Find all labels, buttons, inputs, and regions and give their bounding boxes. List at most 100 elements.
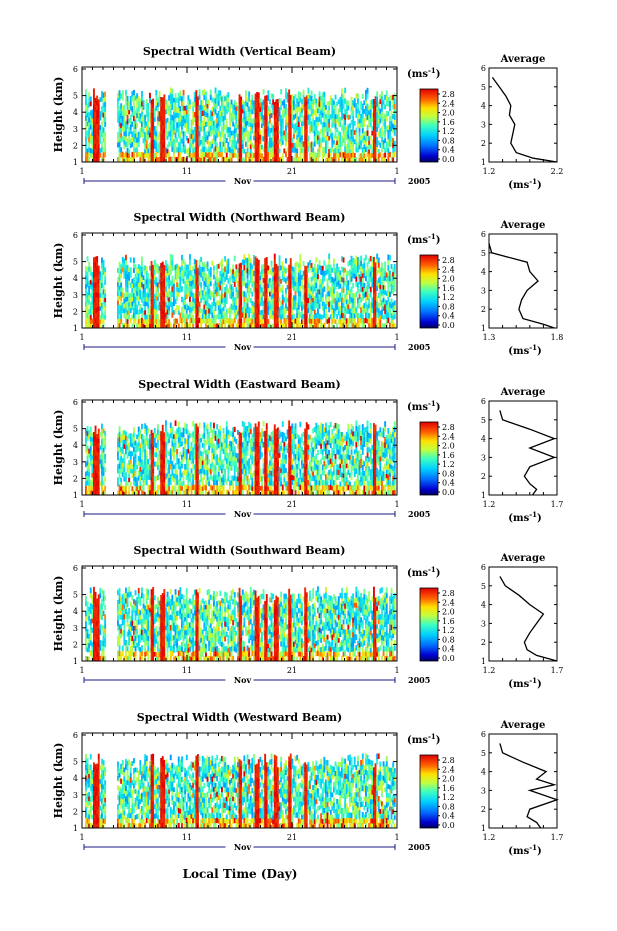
heatmap-cell [173, 111, 175, 117]
heatmap-cell [355, 255, 358, 261]
heatmap-cell [235, 140, 238, 146]
heatmap-cell [229, 289, 231, 294]
heatmap-cell [136, 434, 139, 440]
heatmap-cell [326, 264, 329, 270]
heatmap-cell [86, 312, 89, 318]
heatmap-cell [187, 282, 190, 288]
heatmap-cell [257, 323, 260, 329]
heatmap-cell [211, 291, 214, 298]
heatmap-cell [141, 444, 143, 450]
heatmap-cell [205, 277, 207, 283]
heatmap-cell [125, 151, 127, 158]
heatmap-cell [321, 270, 324, 275]
heatmap-cell [150, 308, 153, 314]
heatmap-cell [355, 137, 358, 143]
heatmap-cell [213, 102, 215, 108]
heatmap-cell [307, 114, 310, 120]
heatmap-cell [153, 108, 156, 113]
heatmap-cell [174, 137, 177, 143]
heatmap-cell [173, 279, 175, 284]
heatmap-cell [211, 106, 214, 112]
heatmap-cell [267, 265, 270, 271]
heatmap-cell [257, 142, 260, 148]
heatmap-cell [310, 309, 313, 315]
heatmap-cell [137, 111, 140, 117]
heatmap-cell [309, 289, 311, 295]
heatmap-cell [251, 318, 254, 324]
heatmap-cell [86, 322, 89, 329]
heatmap-cell [281, 113, 284, 119]
heatmap-cell [337, 144, 340, 149]
heatmap-cell [117, 468, 119, 474]
heatmap-cell [371, 317, 374, 324]
heatmap-cell [89, 284, 92, 289]
y-tick-label: 5 [73, 92, 78, 101]
heatmap-cell [273, 136, 276, 141]
heatmap-cell [285, 318, 287, 324]
heatmap-cell [145, 130, 148, 136]
heatmap-cell [85, 110, 87, 116]
heatmap-cell [237, 272, 239, 278]
heatmap-cell [248, 312, 251, 318]
heatmap-cell [248, 296, 251, 302]
heatmap-cell [129, 157, 132, 163]
heatmap-cell [217, 131, 220, 137]
heatmap-cell [254, 103, 257, 109]
heatmap-cell [265, 114, 268, 120]
heatmap-cell [387, 270, 390, 276]
heatmap-cell [240, 309, 243, 315]
heatmap-cell [281, 127, 284, 132]
heatmap-cell [373, 153, 375, 158]
heatmap-cell [329, 95, 332, 101]
heatmap-cell [142, 133, 145, 139]
heatmap-cell [377, 292, 380, 299]
heatmap-cell [166, 100, 169, 105]
heatmap-cell [169, 103, 172, 110]
heatmap-cell [281, 270, 284, 276]
heatmap-cell [139, 127, 142, 133]
heatmap-cell [206, 299, 209, 305]
heatmap-cell [134, 109, 137, 115]
heatmap-cell [373, 272, 375, 278]
heatmap-cell [104, 453, 107, 459]
heatmap-cell [176, 112, 179, 118]
heatmap-cell [171, 141, 174, 147]
heatmap-cell [93, 486, 95, 491]
heatmap-cell [96, 157, 99, 163]
heatmap-cell [345, 299, 348, 305]
heatmap-cell [157, 429, 159, 435]
heatmap-cell [304, 120, 307, 126]
heatmap-cell [104, 310, 107, 316]
heatmap-cell [304, 287, 307, 293]
heatmap-cell [117, 157, 119, 163]
heatmap-cell [291, 123, 294, 129]
heatmap-cell [373, 287, 375, 293]
heatmap-cell [155, 452, 158, 458]
heatmap-cell [134, 485, 137, 491]
heatmap-cell [145, 275, 148, 280]
heatmap-cell [269, 323, 271, 329]
heatmap-cell [150, 265, 153, 271]
heatmap-cell [195, 264, 198, 271]
heatmap-cell [142, 301, 145, 307]
heatmap-cell [336, 136, 339, 141]
heatmap-cell [177, 127, 180, 133]
heatmap-cell [203, 89, 206, 95]
heatmap-cell [96, 133, 99, 139]
heatmap-cell [353, 258, 356, 264]
heatmap-cell [96, 100, 99, 106]
heatmap-cell [305, 109, 308, 115]
heatmap-cell [147, 484, 150, 491]
heatmap-cell [99, 271, 102, 276]
heatmap-cell [352, 126, 355, 132]
heatmap-cell [237, 152, 239, 158]
heatmap-cell [355, 127, 358, 133]
heatmap-cell [147, 318, 150, 324]
heatmap-cell [285, 125, 287, 131]
heatmap-cell [190, 138, 193, 144]
heatmap-cell [363, 117, 366, 123]
heatmap-cell [85, 99, 87, 106]
heatmap-cell [139, 270, 142, 276]
heatmap-cell [155, 295, 158, 301]
heatmap-cell [152, 314, 155, 320]
